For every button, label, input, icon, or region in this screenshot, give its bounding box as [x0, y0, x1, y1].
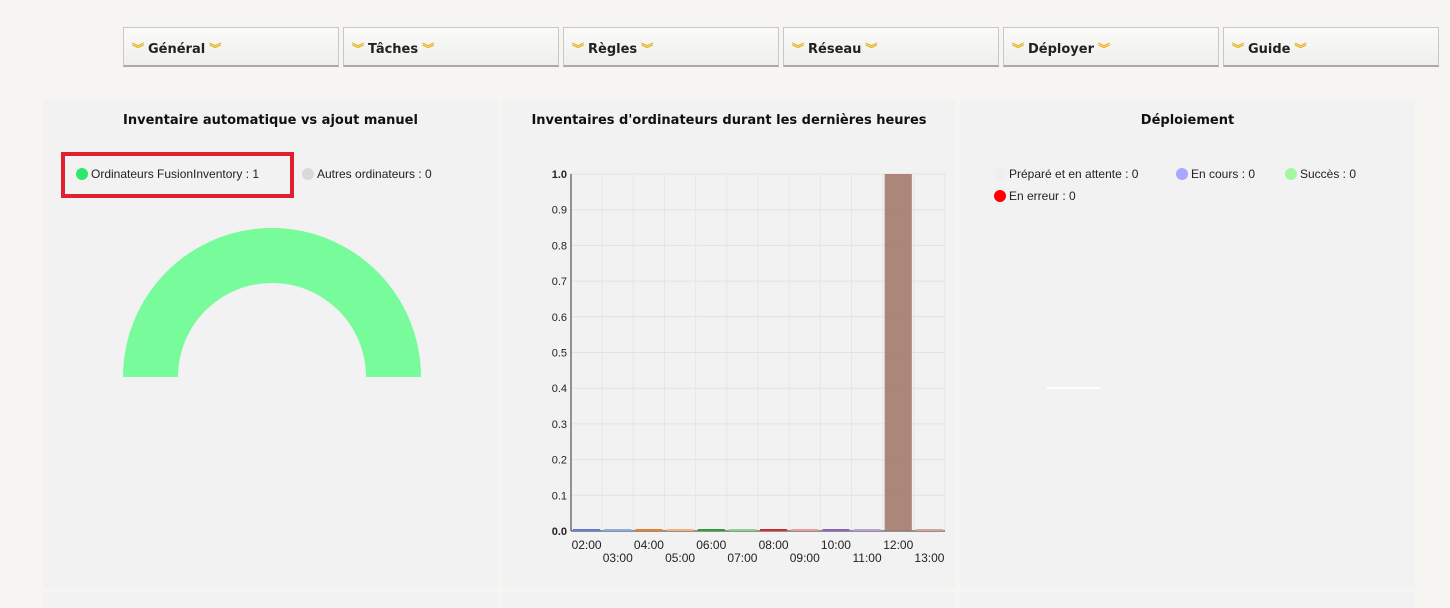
legend-dot-icon: [1285, 168, 1297, 180]
panel-deployment: Déploiement Préparé et en attente : 0 En…: [960, 100, 1415, 588]
legend-dot-icon: [994, 190, 1006, 202]
bar-1000: [822, 529, 850, 531]
bar-0800: [760, 529, 788, 531]
y-tick-label: 0.8: [552, 240, 567, 252]
legend-label: Préparé et en attente : 0: [1009, 167, 1139, 181]
x-tick-label: 08:00: [759, 538, 789, 552]
menu-label: Général: [148, 42, 206, 57]
y-tick-label: 1.0: [552, 169, 567, 181]
highlight-annotation-box: [61, 152, 294, 198]
chevron-down-icon: ︾: [1098, 42, 1111, 56]
bar-1100: [853, 529, 881, 531]
chevron-down-icon: ︾: [209, 42, 222, 56]
chevron-down-icon: ︾: [791, 42, 804, 56]
bar-1200: [884, 174, 912, 531]
legend-en-cours[interactable]: En cours : 0: [1176, 167, 1255, 181]
panel-title: Déploiement: [1140, 113, 1235, 128]
x-tick-label: 09:00: [790, 551, 820, 565]
gauge-chart: [123, 228, 421, 377]
chevron-down-icon: ︾: [131, 42, 144, 56]
menu-taches[interactable]: ︾ Tâches ︾: [343, 27, 559, 67]
chevron-down-icon: ︾: [1231, 42, 1244, 56]
legend-label: En cours : 0: [1191, 167, 1256, 181]
chevron-down-icon: ︾: [422, 42, 435, 56]
x-tick-label: 02:00: [572, 538, 602, 552]
menu-regles[interactable]: ︾ Règles ︾: [563, 27, 779, 67]
x-tick-label: 12:00: [883, 538, 913, 552]
x-tick-label: 06:00: [696, 538, 726, 552]
menu-label: Déployer: [1028, 42, 1095, 57]
chevron-down-icon: ︾: [351, 42, 364, 56]
hourly-bar-chart: 0.0 0.1 0.2 0.3 0.4 0.5 0.6 0.7 0.8 0.9 1.0 02:0003…: [552, 169, 946, 565]
x-tick-label: 04:00: [634, 538, 664, 552]
y-tick-label: 0.4: [552, 383, 567, 395]
bar-0900: [791, 529, 819, 531]
menu-label: Réseau: [808, 42, 862, 57]
chevron-down-icon: ︾: [641, 42, 654, 56]
x-tick-label: 11:00: [853, 551, 882, 565]
y-tick-label: 0.0: [552, 526, 567, 538]
y-tick-label: 0.6: [552, 312, 567, 324]
bar-0500: [666, 529, 694, 531]
panel-inventory-type: Inventaire automatique vs ajout manuel O…: [43, 100, 498, 588]
panel-row-2-edge: [43, 592, 498, 608]
y-tick-label: 0.3: [552, 419, 567, 431]
legend-dot-icon: [994, 168, 1006, 180]
chevron-down-icon: ︾: [865, 42, 878, 56]
menu-general[interactable]: ︾ Général ︾: [123, 27, 339, 67]
legend-label: Ordinateurs FusionInventory : 1: [91, 167, 260, 181]
panel-row-2-edge: [960, 592, 1415, 608]
bar-0600: [697, 529, 725, 531]
y-tick-label: 0.1: [552, 490, 567, 502]
bar-0300: [604, 529, 632, 531]
legend-fusioninventory[interactable]: Ordinateurs FusionInventory : 1: [76, 167, 259, 181]
x-tick-label: 07:00: [727, 551, 757, 565]
legend-dot-icon: [76, 168, 88, 180]
menu-guide[interactable]: ︾ Guide ︾: [1223, 27, 1439, 67]
menu-reseau[interactable]: ︾ Réseau ︾: [783, 27, 999, 67]
legend-label: En erreur : 0: [1009, 189, 1076, 203]
menu-label: Règles: [588, 42, 638, 57]
legend-label: Autres ordinateurs : 0: [317, 167, 432, 181]
legend-autres[interactable]: Autres ordinateurs : 0: [302, 167, 432, 181]
bar-0400: [635, 529, 663, 531]
empty-chart-placeholder: [1047, 387, 1100, 389]
legend-succes[interactable]: Succès : 0: [1285, 167, 1356, 181]
x-tick-label: 10:00: [821, 538, 851, 552]
legend-label: Succès : 0: [1300, 167, 1357, 181]
y-tick-label: 0.7: [552, 276, 567, 288]
y-tick-label: 0.5: [552, 348, 567, 360]
x-tick-label: 13:00: [914, 551, 944, 565]
gauge-arc-fusioninventory[interactable]: [123, 228, 421, 377]
y-tick-label: 0.2: [552, 455, 567, 467]
bar-1300: [915, 529, 943, 531]
x-tick-label: 05:00: [665, 551, 695, 565]
chevron-down-icon: ︾: [571, 42, 584, 56]
panel-title: Inventaires d'ordinateurs durant les der…: [531, 113, 927, 128]
bar-0200: [573, 529, 601, 531]
legend-dot-icon: [1176, 168, 1188, 180]
legend-prepare[interactable]: Préparé et en attente : 0: [994, 167, 1138, 181]
legend-dot-icon: [302, 168, 314, 180]
x-tick-label: 03:00: [603, 551, 633, 565]
menu-label: Tâches: [368, 42, 419, 57]
menu-deployer[interactable]: ︾ Déployer ︾: [1003, 27, 1219, 67]
panel-row-2-edge: [503, 592, 955, 608]
bar-0700: [728, 529, 756, 531]
y-tick-label: 0.9: [552, 205, 567, 217]
legend-en-erreur[interactable]: En erreur : 0: [994, 189, 1076, 203]
chevron-down-icon: ︾: [1011, 42, 1024, 56]
chevron-down-icon: ︾: [1294, 42, 1307, 56]
panel-hourly-inventory: Inventaires d'ordinateurs durant les der…: [503, 100, 955, 588]
panel-title: Inventaire automatique vs ajout manuel: [123, 113, 418, 128]
menu-label: Guide: [1248, 42, 1291, 57]
